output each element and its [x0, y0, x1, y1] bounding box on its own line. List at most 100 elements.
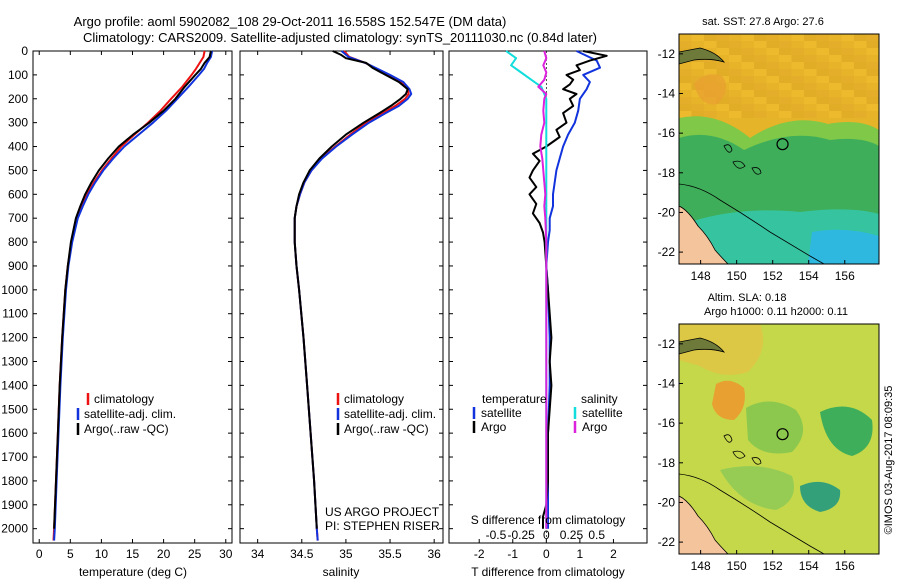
depth-tick-label: 800 — [8, 235, 28, 249]
sst-cell — [704, 62, 717, 69]
sst-cell — [779, 83, 792, 90]
difference-x-label: T difference from climatology — [471, 565, 625, 579]
sst-cell — [804, 69, 817, 76]
sst-cell — [754, 41, 767, 48]
sst-cell — [741, 34, 754, 41]
depth-tick-label: 200 — [8, 92, 28, 106]
legend-salinity-title: salinity — [581, 392, 618, 406]
sst-cell — [816, 34, 829, 41]
sst-cell — [866, 111, 879, 118]
lon-tick-label: 152 — [763, 269, 783, 283]
sst-cell — [791, 62, 804, 69]
x-tick-label: 25 — [188, 547, 202, 561]
sla-reef-1 — [723, 434, 762, 465]
sla-green-east — [820, 406, 873, 456]
sst-cell — [754, 48, 767, 55]
sst-map-axes: 148 150 152 154 156 -12 -14 -16 -18 -20 -22 — [658, 47, 855, 283]
sst-cell — [716, 34, 729, 41]
sst-cell — [679, 104, 692, 111]
sst-cell — [729, 34, 742, 41]
sst-cell — [716, 41, 729, 48]
sst-cell — [816, 41, 829, 48]
sst-cell — [704, 111, 717, 118]
s-tick-label: 0.25 — [560, 528, 584, 542]
legend-satellite-label: satellite-adj. clim. — [84, 407, 176, 421]
sst-cell — [841, 111, 854, 118]
sla-teal-south — [800, 481, 841, 512]
lon-tick-label: 150 — [727, 559, 747, 573]
sst-cell — [754, 104, 767, 111]
series-line-argo — [293, 50, 409, 529]
series-line-t-satellite — [545, 50, 601, 529]
sst-cell — [841, 76, 854, 83]
depth-tick-label: 100 — [8, 68, 28, 82]
sst-cell — [766, 69, 779, 76]
sst-cell — [816, 69, 829, 76]
sst-cell — [754, 55, 767, 62]
lon-tick-label: 148 — [691, 269, 711, 283]
sst-profile-marker — [776, 138, 789, 151]
depth-tick-label: 1500 — [1, 402, 28, 416]
imos-watermark: ©IMOS 03-Aug-2017 08:09:35 — [883, 386, 895, 535]
legend-satellite-label: satellite-adj. clim. — [344, 407, 436, 421]
sst-cell — [716, 55, 729, 62]
sst-cell — [804, 111, 817, 118]
lat-tick-label: -16 — [658, 126, 676, 140]
sst-cell — [841, 83, 854, 90]
sst-cell — [829, 111, 842, 118]
sst-cell — [716, 97, 729, 104]
depth-tick-label: 2000 — [1, 522, 28, 536]
sst-cell — [804, 62, 817, 69]
series-line-t-argo — [528, 50, 608, 529]
sst-cell — [691, 97, 704, 104]
sst-cell — [791, 97, 804, 104]
sst-map — [679, 34, 879, 264]
sla-green-center — [746, 401, 804, 454]
sst-cell — [679, 97, 692, 104]
sst-cell — [754, 83, 767, 90]
depth-tick-label: 1000 — [1, 283, 28, 297]
s-tick-label: -0.25 — [507, 528, 535, 542]
sst-cell — [829, 69, 842, 76]
sst-cell — [779, 104, 792, 111]
salinity-legend: climatology satellite-adj. clim. Argo(..… — [336, 392, 436, 436]
sst-cell — [779, 62, 792, 69]
salinity-x-axis: 34 34.5 35 35.5 36 — [251, 51, 441, 561]
sst-cell — [766, 48, 779, 55]
sst-shelf-contour — [679, 183, 825, 264]
sst-cell — [679, 34, 692, 41]
x-tick-label: 0 — [543, 547, 550, 561]
salinity-panel-frame — [239, 50, 444, 544]
sst-cell — [741, 76, 754, 83]
sst-cell — [716, 104, 729, 111]
sst-cell — [766, 34, 779, 41]
temperature-panel-frame — [32, 50, 233, 544]
x-tick-label: 35 — [339, 547, 353, 561]
sst-cell — [729, 69, 742, 76]
sst-cell — [804, 104, 817, 111]
sst-cell — [754, 90, 767, 97]
sst-cell — [754, 62, 767, 69]
sst-cell — [741, 69, 754, 76]
sst-cell — [754, 76, 767, 83]
sst-cell — [816, 90, 829, 97]
sst-map-frame — [678, 33, 880, 265]
figure-title-line1: Argo profile: aoml 5902082_108 29-Oct-20… — [74, 14, 507, 29]
sla-profile-marker — [776, 428, 789, 441]
sst-cell — [729, 104, 742, 111]
lat-tick-label: -14 — [658, 86, 676, 100]
sst-cell — [754, 111, 767, 118]
sst-warm-patch — [694, 74, 727, 105]
sst-cell — [766, 62, 779, 69]
legend-climatology-label: climatology — [344, 392, 404, 406]
sst-land — [679, 205, 729, 264]
sst-cell — [741, 111, 754, 118]
sst-cell — [704, 104, 717, 111]
depth-tick-label: 700 — [8, 211, 28, 225]
sst-cell — [766, 97, 779, 104]
sla-shelf-contour — [679, 473, 825, 554]
sla-map — [679, 324, 879, 554]
series-line-satellite — [53, 50, 214, 541]
sst-cell — [716, 62, 729, 69]
sst-cell — [866, 97, 879, 104]
